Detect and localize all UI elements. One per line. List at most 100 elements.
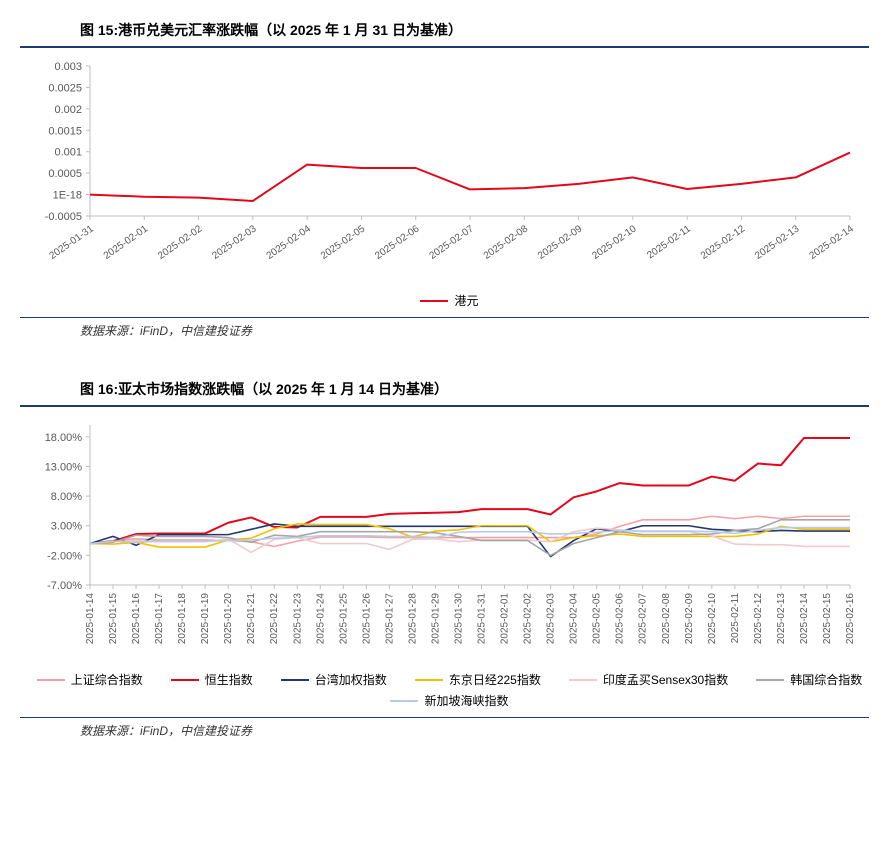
svg-text:2025-01-30: 2025-01-30 <box>453 593 464 645</box>
svg-text:2025-02-08: 2025-02-08 <box>482 223 531 262</box>
legend-swatch <box>171 679 199 681</box>
svg-text:2025-02-11: 2025-02-11 <box>730 593 741 644</box>
legend-label: 台湾加权指数 <box>315 671 387 688</box>
legend-label: 港元 <box>454 292 478 309</box>
svg-text:2025-02-15: 2025-02-15 <box>822 593 833 645</box>
svg-text:2025-01-16: 2025-01-16 <box>131 593 142 645</box>
svg-text:2025-01-31: 2025-01-31 <box>48 223 97 262</box>
svg-text:2025-02-09: 2025-02-09 <box>536 223 585 262</box>
svg-text:2025-01-15: 2025-01-15 <box>108 593 119 645</box>
legend-swatch <box>281 679 309 681</box>
figure-16: 图 16:亚太市场指数涨跌幅（以 2025 年 1 月 14 日为基准） -7.… <box>20 379 869 739</box>
svg-text:2025-01-18: 2025-01-18 <box>177 593 188 645</box>
svg-text:2025-02-09: 2025-02-09 <box>684 593 695 645</box>
svg-text:2025-02-03: 2025-02-03 <box>546 593 557 645</box>
svg-text:2025-02-02: 2025-02-02 <box>156 223 205 262</box>
svg-text:2025-01-26: 2025-01-26 <box>361 593 372 645</box>
legend-item: 台湾加权指数 <box>281 671 387 688</box>
legend-item: 东京日经225指数 <box>415 671 541 688</box>
svg-text:-7.00%: -7.00% <box>47 580 82 592</box>
legend-label: 恒生指数 <box>205 671 253 688</box>
figure-16-source: 数据来源：iFinD，中信建投证券 <box>80 722 869 739</box>
legend-swatch <box>390 700 418 702</box>
svg-text:2025-02-04: 2025-02-04 <box>569 593 580 645</box>
svg-text:2025-01-20: 2025-01-20 <box>223 593 234 645</box>
svg-text:2025-02-11: 2025-02-11 <box>645 223 693 261</box>
legend-label: 新加坡海峡指数 <box>424 692 508 709</box>
series-港元 <box>90 153 850 201</box>
svg-text:18.00%: 18.00% <box>45 432 83 444</box>
svg-text:3.00%: 3.00% <box>51 521 82 533</box>
svg-text:2025-02-13: 2025-02-13 <box>776 593 787 645</box>
legend-label: 上证综合指数 <box>71 671 143 688</box>
svg-text:13.00%: 13.00% <box>45 461 83 473</box>
svg-text:0.003: 0.003 <box>54 61 82 73</box>
svg-text:2025-02-01: 2025-02-01 <box>500 593 511 645</box>
figure-15-title: 图 15:港币兑美元汇率涨跌幅（以 2025 年 1 月 31 日为基准） <box>80 20 869 40</box>
svg-text:1E-18: 1E-18 <box>53 190 82 202</box>
figure-15-source: 数据来源：iFinD，中信建投证券 <box>80 322 869 339</box>
svg-text:2025-02-06: 2025-02-06 <box>373 223 422 262</box>
svg-text:2025-02-05: 2025-02-05 <box>592 593 603 645</box>
legend-swatch <box>569 679 597 681</box>
figure-16-title: 图 16:亚太市场指数涨跌幅（以 2025 年 1 月 14 日为基准） <box>80 379 869 399</box>
legend-item: 印度孟买Sensex30指数 <box>569 671 728 688</box>
figure-16-rule-bottom <box>20 717 869 718</box>
legend-item: 韩国综合指数 <box>756 671 862 688</box>
svg-text:2025-01-21: 2025-01-21 <box>246 593 257 645</box>
figure-16-rule-top <box>20 405 869 407</box>
figure-16-legend: 上证综合指数 恒生指数 台湾加权指数 东京日经225指数 印度孟买Sensex30指数 韩… <box>30 669 869 711</box>
svg-text:2025-02-16: 2025-02-16 <box>845 593 856 645</box>
svg-text:-2.00%: -2.00% <box>47 550 82 562</box>
figure-15-chart-wrap: -0.00051E-180.00050.0010.00150.0020.0025… <box>30 56 869 311</box>
svg-text:2025-01-25: 2025-01-25 <box>338 593 349 645</box>
svg-text:2025-01-23: 2025-01-23 <box>292 593 303 645</box>
svg-text:2025-02-05: 2025-02-05 <box>319 223 368 262</box>
legend-swatch <box>756 679 784 681</box>
svg-text:2025-01-14: 2025-01-14 <box>85 593 96 645</box>
figure-15-legend: 港元 <box>30 290 869 311</box>
svg-text:2025-02-02: 2025-02-02 <box>523 593 534 645</box>
legend-label: 东京日经225指数 <box>449 671 541 688</box>
figure-15-rule-top <box>20 46 869 48</box>
svg-text:2025-01-17: 2025-01-17 <box>154 593 165 645</box>
figure-15: 图 15:港币兑美元汇率涨跌幅（以 2025 年 1 月 31 日为基准） -0… <box>20 20 869 339</box>
svg-text:2025-02-10: 2025-02-10 <box>590 223 639 262</box>
legend-item: 上证综合指数 <box>37 671 143 688</box>
legend-swatch <box>415 679 443 681</box>
svg-text:2025-01-31: 2025-01-31 <box>477 593 488 645</box>
svg-text:0.0005: 0.0005 <box>48 168 82 180</box>
svg-text:0.002: 0.002 <box>54 104 82 116</box>
svg-text:2025-02-01: 2025-02-01 <box>102 223 151 262</box>
figure-15-chart: -0.00051E-180.00050.0010.00150.0020.0025… <box>30 56 860 286</box>
svg-text:2025-02-14: 2025-02-14 <box>808 223 857 262</box>
legend-item: 新加坡海峡指数 <box>390 692 508 709</box>
svg-text:2025-01-22: 2025-01-22 <box>269 593 280 645</box>
svg-text:0.0025: 0.0025 <box>48 82 82 94</box>
legend-label: 韩国综合指数 <box>790 671 862 688</box>
legend-label: 印度孟买Sensex30指数 <box>603 671 728 688</box>
svg-text:2025-02-04: 2025-02-04 <box>265 223 314 262</box>
figure-15-rule-bottom <box>20 317 869 318</box>
svg-text:2025-01-29: 2025-01-29 <box>430 593 441 645</box>
svg-text:2025-01-27: 2025-01-27 <box>384 593 395 645</box>
legend-item: 恒生指数 <box>171 671 253 688</box>
svg-text:2025-02-06: 2025-02-06 <box>615 593 626 645</box>
svg-text:8.00%: 8.00% <box>51 491 82 503</box>
svg-text:2025-02-03: 2025-02-03 <box>210 223 259 262</box>
figure-16-chart: -7.00% -2.00% 3.00% 8.00% 13.00% 18.00% 2025-0… <box>30 415 860 665</box>
svg-text:2025-02-07: 2025-02-07 <box>428 223 477 262</box>
svg-text:0.001: 0.001 <box>54 147 82 159</box>
svg-text:2025-02-10: 2025-02-10 <box>707 593 718 645</box>
figure-16-chart-wrap: -7.00% -2.00% 3.00% 8.00% 13.00% 18.00% 2025-0… <box>30 415 869 711</box>
svg-text:2025-01-24: 2025-01-24 <box>315 593 326 645</box>
svg-text:-0.0005: -0.0005 <box>45 211 82 223</box>
legend-item: 港元 <box>420 292 478 309</box>
svg-text:2025-02-12: 2025-02-12 <box>699 223 748 262</box>
svg-text:2025-02-08: 2025-02-08 <box>661 593 672 645</box>
legend-swatch <box>37 679 65 681</box>
svg-text:2025-01-19: 2025-01-19 <box>200 593 211 645</box>
svg-text:2025-02-07: 2025-02-07 <box>638 593 649 645</box>
svg-text:2025-01-28: 2025-01-28 <box>407 593 418 645</box>
svg-text:2025-02-14: 2025-02-14 <box>799 593 810 645</box>
